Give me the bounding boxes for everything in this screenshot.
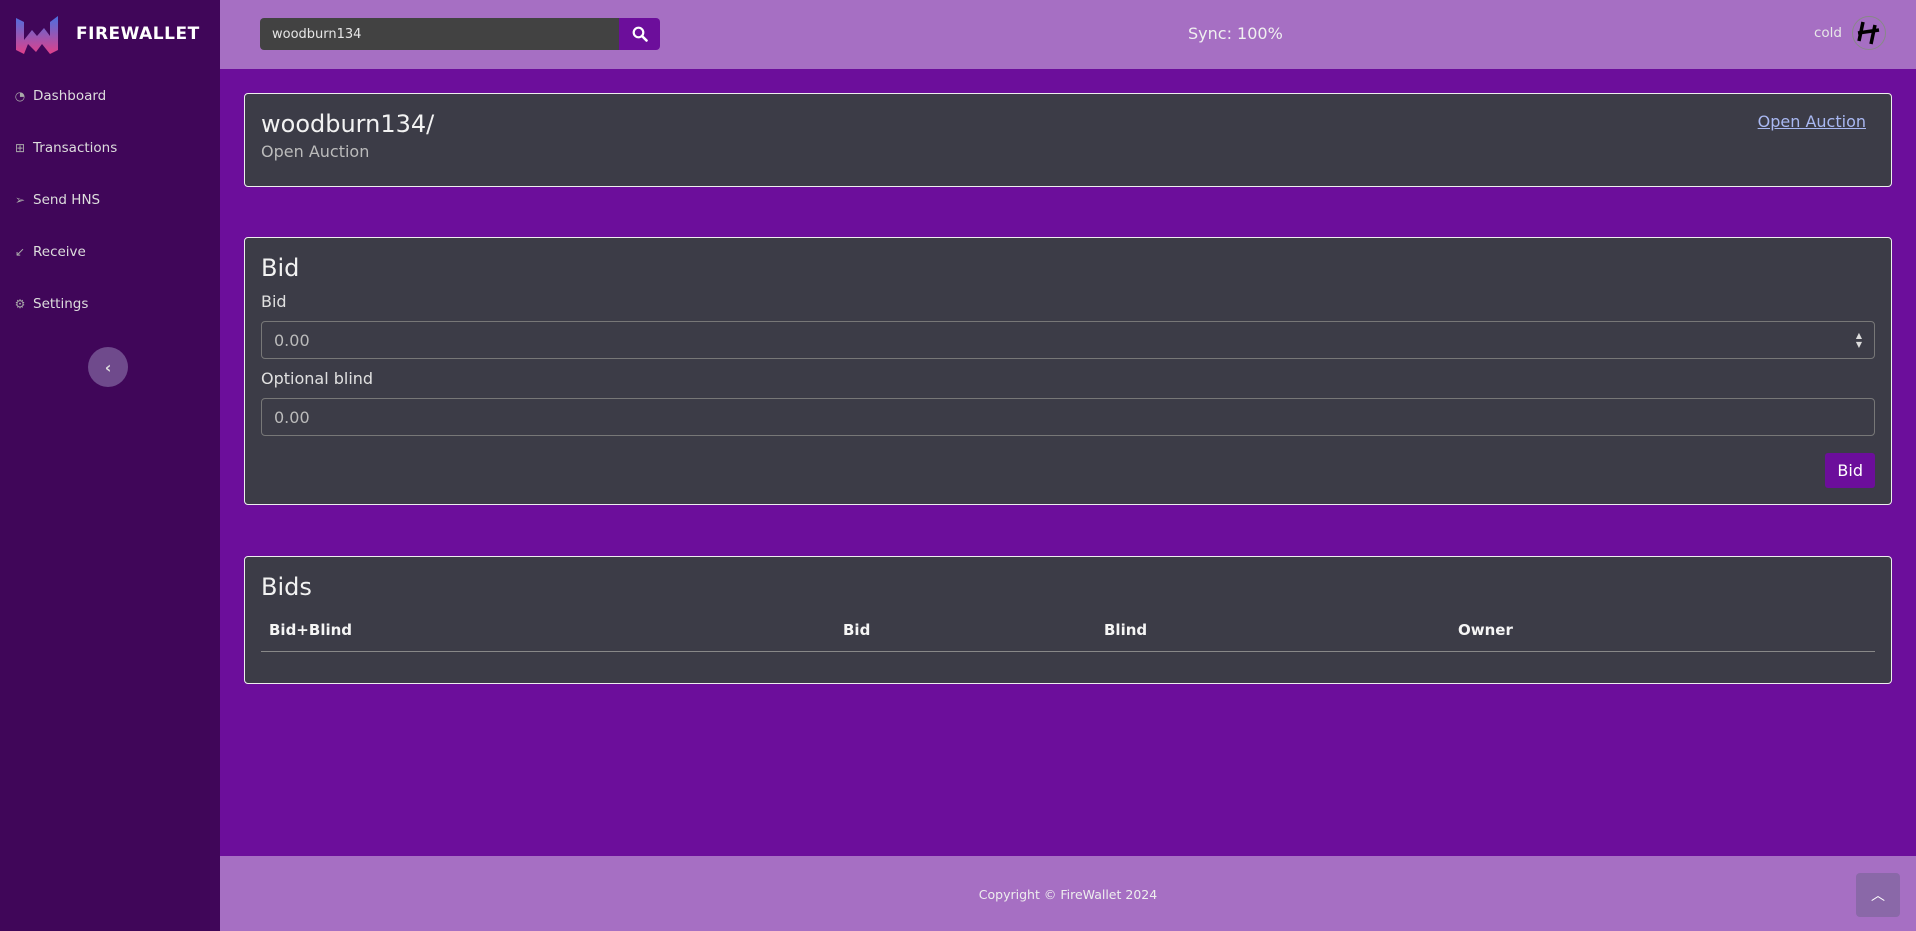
number-stepper[interactable]: ▲ ▼ bbox=[1855, 331, 1862, 349]
dashboard-icon: ◔ bbox=[14, 89, 26, 103]
sidebar-item-settings[interactable]: ⚙ Settings bbox=[0, 278, 220, 330]
bid-card: Bid Bid 0.00 ▲ ▼ Optional blind 0.00 Bid bbox=[244, 237, 1892, 505]
sidebar-item-send-hns[interactable]: ➢ Send HNS bbox=[0, 174, 220, 226]
bid-card-title: Bid bbox=[261, 254, 300, 282]
copyright: Copyright © FireWallet 2024 bbox=[978, 887, 1158, 902]
bids-title: Bids bbox=[261, 573, 312, 601]
search-input[interactable] bbox=[260, 18, 619, 50]
column-header: Blind bbox=[1104, 621, 1148, 639]
bid-label: Bid bbox=[261, 292, 287, 311]
bid-submit-button[interactable]: Bid bbox=[1825, 453, 1875, 488]
sidebar-toggle-button[interactable]: ‹ bbox=[88, 347, 128, 387]
column-header: Bid bbox=[843, 621, 871, 639]
search-button[interactable] bbox=[619, 18, 660, 50]
sidebar: FIREWALLET ◔ Dashboard ⊞ Transactions ➢ Sen… bbox=[0, 0, 220, 931]
brand[interactable]: FIREWALLET bbox=[0, 0, 220, 68]
sidebar-item-dashboard[interactable]: ◔ Dashboard bbox=[0, 70, 220, 122]
column-header: Bid+Blind bbox=[269, 621, 353, 639]
sidebar-item-transactions[interactable]: ⊞ Transactions bbox=[0, 122, 220, 174]
chevron-up-icon: ︿ bbox=[1871, 888, 1885, 904]
search-icon bbox=[632, 26, 648, 42]
blind-label: Optional blind bbox=[261, 369, 374, 388]
domain-status: Open Auction bbox=[261, 142, 370, 161]
sidebar-item-receive[interactable]: ↙ Receive bbox=[0, 226, 220, 278]
firewallet-logo-icon bbox=[16, 16, 58, 54]
domain-card: woodburn134/ Open Auction Open Auction bbox=[244, 93, 1892, 187]
footer: Copyright © FireWallet 2024 bbox=[220, 856, 1916, 931]
gear-icon: ⚙ bbox=[14, 297, 26, 311]
bids-card: Bids Bid+Blind Bid Blind Owner bbox=[244, 556, 1892, 684]
bid-input[interactable]: 0.00 ▲ ▼ bbox=[261, 321, 1875, 359]
handshake-avatar-icon bbox=[1852, 16, 1886, 50]
search-bar bbox=[260, 18, 660, 50]
account-name: cold bbox=[1813, 25, 1842, 41]
table-icon: ⊞ bbox=[14, 141, 26, 155]
scroll-to-top-button[interactable]: ︿ bbox=[1856, 873, 1900, 917]
open-auction-link[interactable]: Open Auction bbox=[1757, 112, 1866, 131]
bids-table-header: Bid+Blind Bid Blind Owner bbox=[261, 613, 1875, 652]
receive-icon: ↙ bbox=[14, 245, 26, 259]
domain-name: woodburn134/ bbox=[261, 110, 435, 138]
brand-name: FIREWALLET bbox=[76, 24, 200, 44]
chevron-left-icon: ‹ bbox=[104, 357, 112, 377]
account-menu[interactable]: cold bbox=[1814, 16, 1886, 50]
column-header: Owner bbox=[1458, 621, 1513, 639]
send-icon: ➢ bbox=[14, 193, 26, 207]
blind-input[interactable]: 0.00 bbox=[261, 398, 1875, 436]
topbar: Sync: 100% cold bbox=[220, 0, 1916, 69]
sync-status: Sync: 100% bbox=[1188, 24, 1283, 43]
